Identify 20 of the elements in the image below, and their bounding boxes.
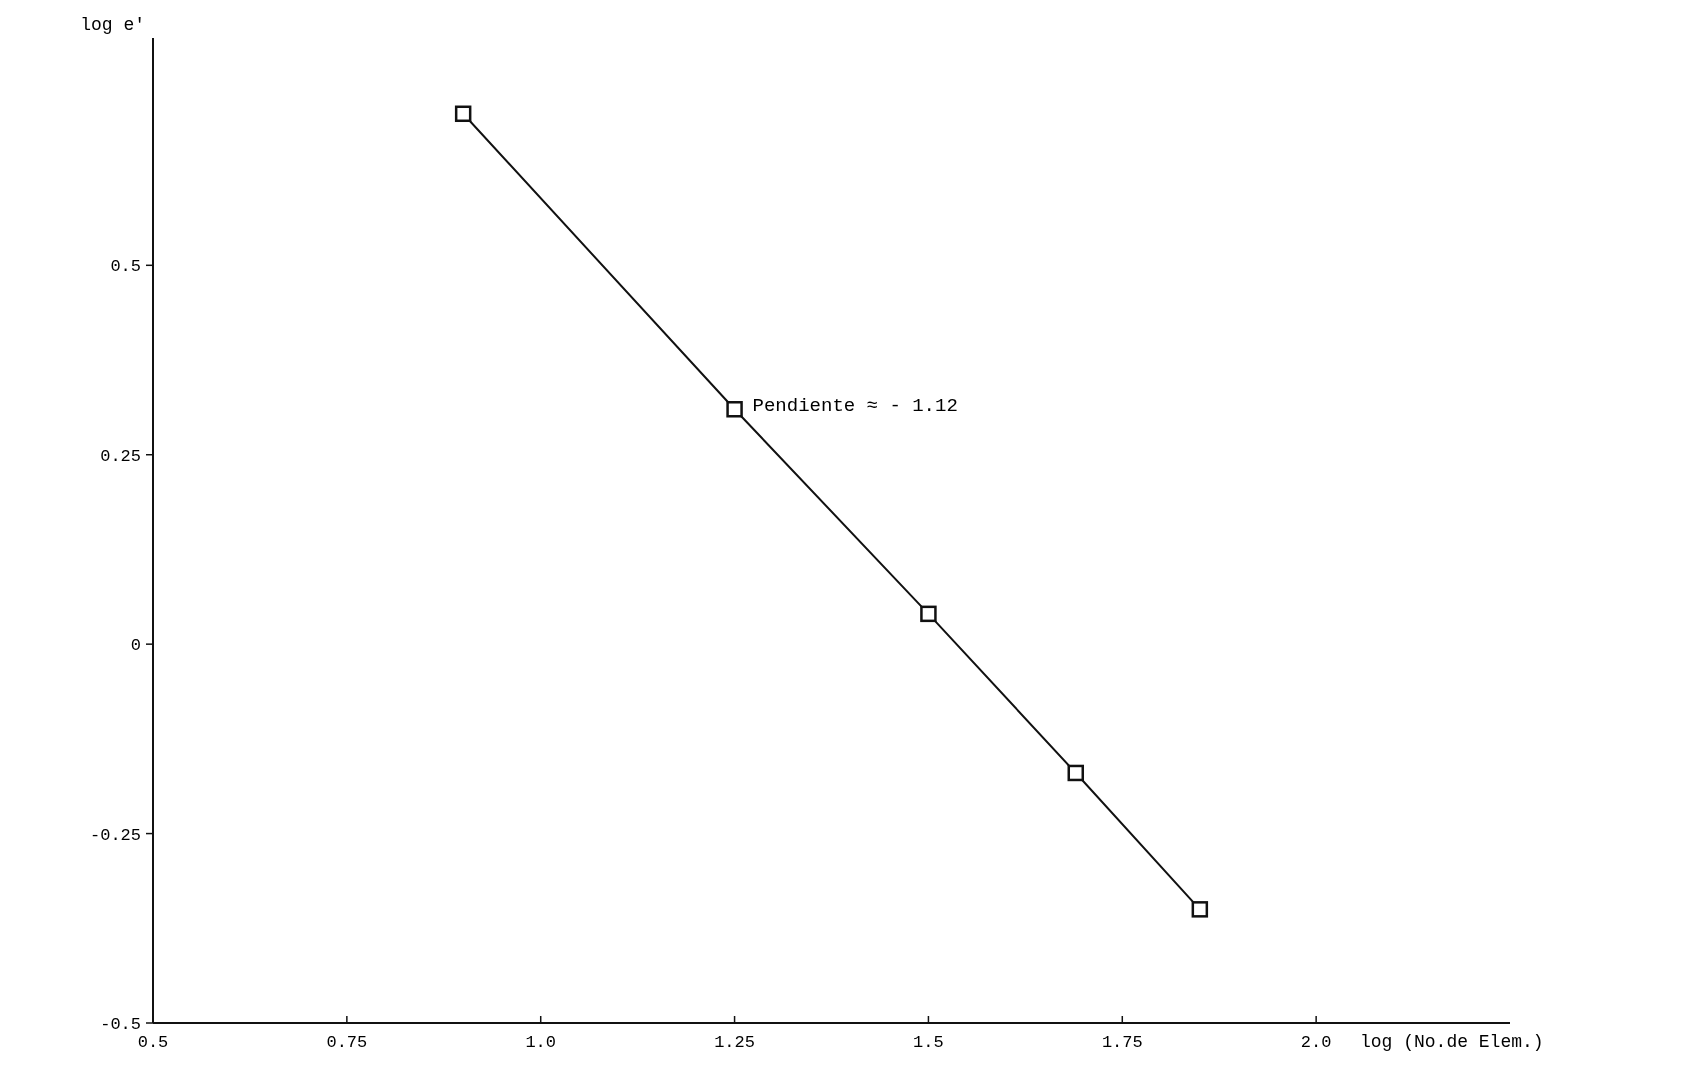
x-tick-label: 1.5 (913, 1033, 944, 1052)
point (1067, 764, 1085, 782)
y-tick-label: -0.25 (89, 825, 141, 845)
x-tick-label: 1.75 (1101, 1033, 1143, 1052)
x-tick-label: 0.75 (326, 1033, 368, 1052)
x-axis-title: log (No.de Elem.) (1360, 1032, 1544, 1052)
point (726, 401, 743, 418)
annotation: Pendiente ≈ - 1.12 (752, 395, 958, 418)
y-tick-label: 0 (130, 636, 141, 656)
x-tick-label: 2.0 (1300, 1033, 1332, 1052)
point (920, 605, 937, 623)
x-tick-label: 1.0 (525, 1033, 557, 1052)
point (1191, 901, 1209, 918)
x-tick-label: 1.25 (714, 1033, 755, 1052)
x-tick-label: 0.5 (137, 1033, 169, 1052)
y-axis-title: log e' (80, 15, 145, 35)
y-tick-label: -0.5 (100, 1015, 141, 1034)
y-tick-label: 0.25 (100, 446, 141, 466)
point (454, 105, 472, 123)
y-tick-label: 0.5 (110, 257, 141, 277)
